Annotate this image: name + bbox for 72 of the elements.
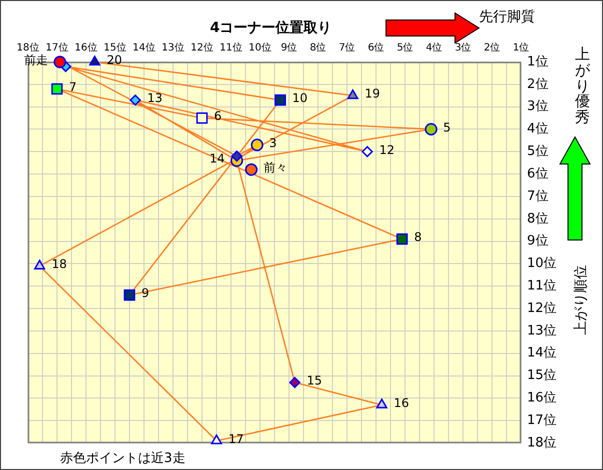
series-label: 8 — [414, 230, 422, 244]
point — [210, 434, 222, 444]
point — [54, 56, 66, 68]
point — [124, 289, 136, 301]
series-label: 前走 — [24, 53, 48, 68]
x-tick-label: 18位 — [16, 42, 40, 54]
series-label: 10 — [292, 91, 308, 106]
x-tick-label: 16位 — [74, 42, 98, 54]
x-tick-label: 4位 — [426, 42, 442, 54]
y-tick-label: 13位 — [527, 323, 557, 338]
point — [396, 233, 408, 245]
series-label: 12 — [379, 142, 395, 157]
series-label: 5 — [443, 120, 451, 134]
y-tick-label: 3位 — [527, 99, 548, 114]
point — [34, 260, 46, 270]
y-tick-label: 1位 — [527, 54, 548, 70]
y-tick-label: 9位 — [527, 234, 548, 249]
series-label: 16 — [394, 396, 410, 410]
point — [376, 398, 388, 408]
x-tick-label: 3位 — [454, 42, 472, 54]
point — [347, 89, 358, 100]
y-tick-label: 10位 — [527, 256, 557, 272]
y-tick-label: 6位 — [527, 166, 548, 182]
chart-title: 4コーナー位置取り — [210, 20, 332, 36]
point — [245, 163, 258, 176]
point — [289, 376, 300, 388]
x-tick-label: 17位 — [46, 42, 68, 54]
point — [424, 122, 438, 136]
text: 上がり優秀 — [575, 45, 590, 126]
y-tick-label: 17位 — [527, 412, 557, 428]
point — [130, 94, 141, 106]
series-label: 19 — [364, 86, 380, 101]
series-label: 3 — [269, 136, 277, 150]
y-tick-label: 18位 — [527, 435, 557, 450]
point — [51, 83, 63, 95]
y-tick-label: 2位 — [527, 76, 548, 92]
y-axis-title: 上がり順位 — [573, 265, 589, 335]
series-label: 18 — [52, 257, 67, 272]
y-tick-label: 8位 — [527, 211, 548, 226]
point — [362, 146, 373, 158]
y-tick-label: 7位 — [527, 188, 548, 204]
point — [196, 112, 208, 124]
y-tick-label: 14位 — [527, 346, 557, 361]
x-tick-label: 10位 — [248, 42, 272, 54]
point — [274, 94, 286, 106]
y-tick-label: 5位 — [527, 144, 548, 160]
series-label: 13 — [147, 91, 163, 106]
y-tick-label: 12位 — [527, 300, 557, 316]
x-tick-label: 5位 — [396, 42, 414, 54]
y-tick-label: 4位 — [527, 122, 548, 137]
text: 先行脚質 — [479, 9, 535, 25]
point — [250, 138, 264, 152]
series-label: 7 — [69, 80, 77, 94]
series-label: 20 — [106, 53, 122, 68]
x-tick-label: 13位 — [162, 42, 184, 54]
point — [231, 150, 242, 162]
x-tick-label: 2位 — [484, 42, 500, 54]
x-tick-label: 14位 — [132, 42, 156, 54]
y-tick-label: 16位 — [527, 390, 557, 406]
series-label: 15 — [306, 374, 322, 388]
y-tick-label: 15位 — [527, 368, 557, 384]
x-tick-label: 11位 — [220, 42, 242, 54]
x-tick-label: 6位 — [368, 42, 384, 54]
x-tick-label: 9位 — [280, 42, 298, 54]
x-tick-label: 12位 — [190, 42, 214, 54]
x-tick-label: 8位 — [310, 42, 326, 54]
text: 赤色ポイントは近3走 — [60, 451, 186, 466]
series-label: 前々 — [263, 160, 288, 175]
y-tick-label: 11位 — [527, 278, 557, 294]
x-tick-label: 1位 — [512, 42, 530, 54]
x-tick-label: 15位 — [104, 42, 126, 54]
x-tick-label: 7位 — [338, 42, 356, 54]
